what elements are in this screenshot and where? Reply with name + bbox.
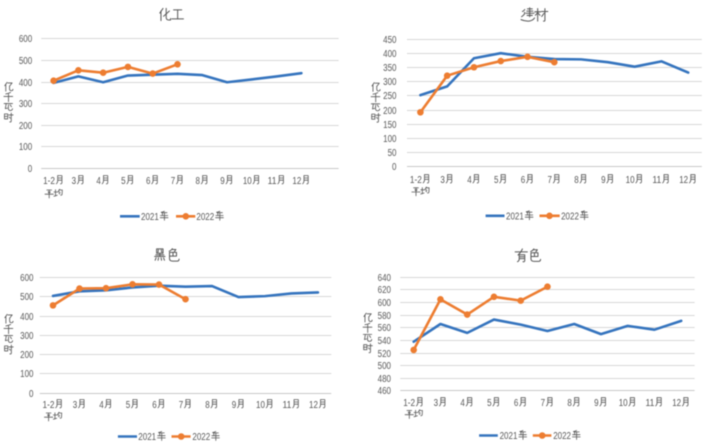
svg-text:300: 300 (20, 331, 34, 342)
svg-text:12: 12 (309, 400, 318, 411)
svg-text:350: 350 (383, 63, 397, 74)
svg-text:3: 3 (440, 175, 445, 186)
svg-text:8: 8 (196, 176, 201, 187)
svg-text:6: 6 (521, 175, 526, 186)
svg-text:460: 460 (378, 386, 392, 397)
svg-text:1-2: 1-2 (410, 175, 422, 186)
svg-text:11: 11 (283, 400, 292, 411)
svg-text:100: 100 (383, 134, 397, 145)
svg-text:50: 50 (388, 148, 397, 159)
svg-text:6: 6 (514, 398, 519, 409)
svg-text:0: 0 (28, 164, 33, 175)
svg-text:600: 600 (19, 34, 33, 45)
svg-text:2022: 2022 (192, 432, 210, 443)
svg-text:300: 300 (19, 99, 33, 110)
svg-text:2021: 2021 (506, 211, 524, 222)
svg-text:400: 400 (19, 78, 33, 89)
svg-text:600: 600 (378, 298, 392, 309)
svg-text:6: 6 (152, 400, 157, 411)
svg-text:10: 10 (256, 400, 265, 411)
svg-text:2022: 2022 (553, 431, 571, 442)
svg-text:9: 9 (220, 176, 225, 187)
svg-text:100: 100 (20, 369, 34, 380)
svg-text:5: 5 (487, 398, 492, 409)
svg-text:520: 520 (378, 349, 392, 360)
svg-text:450: 450 (383, 35, 397, 46)
svg-text:200: 200 (383, 106, 397, 117)
svg-text:7: 7 (179, 400, 184, 411)
svg-text:7: 7 (548, 175, 553, 186)
svg-text:7: 7 (541, 398, 546, 409)
svg-text:620: 620 (378, 285, 392, 296)
svg-text:4: 4 (467, 175, 472, 186)
svg-text:100: 100 (19, 142, 33, 153)
svg-text:10: 10 (243, 176, 252, 187)
svg-text:3: 3 (434, 398, 439, 409)
svg-text:1-2: 1-2 (43, 400, 55, 411)
svg-text:9: 9 (232, 400, 237, 411)
svg-text:5: 5 (494, 175, 499, 186)
svg-text:2022: 2022 (561, 211, 579, 222)
svg-text:480: 480 (378, 374, 392, 385)
svg-text:10: 10 (619, 398, 628, 409)
svg-text:3: 3 (73, 400, 78, 411)
svg-text:640: 640 (378, 273, 392, 284)
svg-text:8: 8 (567, 398, 572, 409)
svg-text:150: 150 (383, 120, 397, 131)
svg-text:4: 4 (460, 398, 465, 409)
svg-text:200: 200 (20, 350, 34, 361)
svg-text:11: 11 (645, 398, 654, 409)
svg-text:2021: 2021 (141, 212, 159, 223)
svg-text:3: 3 (72, 176, 77, 187)
svg-text:0: 0 (392, 162, 397, 173)
svg-text:1-2: 1-2 (403, 398, 415, 409)
svg-text:2022: 2022 (196, 212, 214, 223)
svg-text:540: 540 (378, 336, 392, 347)
svg-text:10: 10 (626, 175, 635, 186)
svg-text:12: 12 (672, 398, 681, 409)
svg-text:11: 11 (652, 175, 661, 186)
svg-text:500: 500 (378, 361, 392, 372)
svg-text:580: 580 (378, 311, 392, 322)
svg-text:2021: 2021 (500, 431, 518, 442)
svg-text:250: 250 (383, 91, 397, 102)
svg-text:2021: 2021 (138, 432, 156, 443)
svg-text:8: 8 (574, 175, 579, 186)
svg-text:4: 4 (99, 400, 104, 411)
svg-text:0: 0 (29, 389, 34, 400)
svg-text:9: 9 (594, 398, 599, 409)
svg-text:200: 200 (19, 121, 33, 132)
svg-text:12: 12 (679, 175, 688, 186)
svg-text:600: 600 (20, 273, 34, 284)
svg-text:500: 500 (19, 56, 33, 67)
svg-text:400: 400 (383, 49, 397, 60)
svg-text:1-2: 1-2 (43, 176, 55, 187)
svg-text:7: 7 (171, 176, 176, 187)
svg-text:6: 6 (146, 176, 151, 187)
svg-text:9: 9 (601, 175, 606, 186)
svg-text:400: 400 (20, 312, 34, 323)
svg-text:4: 4 (96, 176, 101, 187)
svg-text:12: 12 (292, 176, 301, 187)
svg-text:500: 500 (20, 292, 34, 303)
svg-text:5: 5 (121, 176, 126, 187)
svg-text:560: 560 (378, 323, 392, 334)
svg-text:11: 11 (268, 176, 277, 187)
svg-text:8: 8 (205, 400, 210, 411)
svg-text:5: 5 (126, 400, 131, 411)
svg-text:300: 300 (383, 77, 397, 88)
